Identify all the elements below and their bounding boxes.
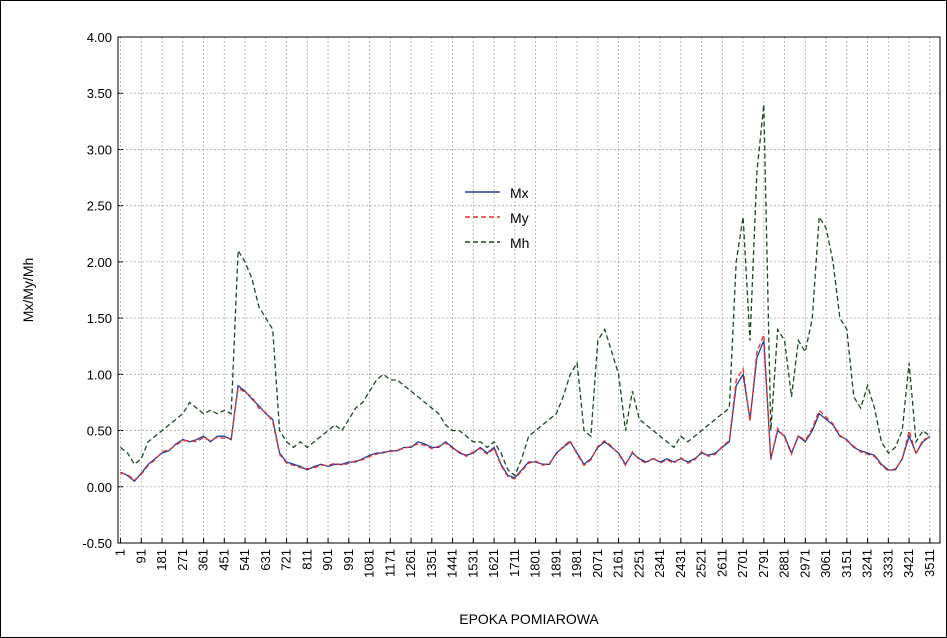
x-tick-label: 361 <box>196 549 211 571</box>
x-tick-label: 2701 <box>735 549 750 578</box>
x-tick-label: 271 <box>175 549 190 571</box>
x-tick-label: 1441 <box>445 549 460 578</box>
x-tick-label: 3421 <box>901 549 916 578</box>
x-tick-label: 2611 <box>714 549 729 577</box>
plot-area <box>117 36 941 544</box>
y-tick-label: 1.50 <box>87 311 112 326</box>
x-tick-label: 2971 <box>797 549 812 578</box>
x-tick-label: 541 <box>237 549 252 571</box>
x-tick-label: 1621 <box>486 549 501 578</box>
x-tick-label: 2071 <box>590 549 605 578</box>
y-tick-label: -0.50 <box>82 536 112 551</box>
x-tick-label: 1 <box>113 549 128 556</box>
x-tick-label: 181 <box>154 549 169 571</box>
x-tick-label: 631 <box>258 549 273 571</box>
x-tick-label: 3241 <box>860 549 875 578</box>
x-tick-label: 3511 <box>922 549 937 577</box>
series-line <box>120 104 931 477</box>
legend-label: My <box>510 210 529 226</box>
x-tick-label: 2791 <box>756 549 771 578</box>
x-tick-label: 2161 <box>611 549 626 578</box>
x-tick-label: 2881 <box>777 549 792 578</box>
y-tick-label: 3.00 <box>87 142 112 157</box>
x-tick-label: 1711 <box>507 549 522 577</box>
x-tick-label: 901 <box>320 549 335 571</box>
y-axis-label: Mx/My/Mh <box>20 258 36 323</box>
x-tick-label: 2431 <box>673 549 688 578</box>
x-tick-label: 3331 <box>880 549 895 578</box>
y-tick-label: 3.50 <box>87 86 112 101</box>
x-tick-label: 1531 <box>465 549 480 578</box>
x-tick-label: 1261 <box>403 549 418 578</box>
x-tick-label: 2341 <box>652 549 667 578</box>
series-line <box>120 334 931 481</box>
legend-label: Mh <box>510 235 529 251</box>
x-tick-label: 991 <box>341 549 356 571</box>
x-tick-label: 1981 <box>569 549 584 578</box>
x-tick-label: 1081 <box>362 549 377 578</box>
y-tick-label: 4.00 <box>87 30 112 45</box>
x-tick-label: 1801 <box>528 549 543 578</box>
x-tick-label: 3151 <box>839 549 854 578</box>
y-tick-label: 0.00 <box>87 480 112 495</box>
x-axis-label: EPOKA POMIAROWA <box>459 611 599 627</box>
x-tick-label: 1351 <box>424 549 439 578</box>
x-tick-label: 1891 <box>548 549 563 578</box>
y-tick-label: 2.50 <box>87 199 112 214</box>
y-tick-label: 0.50 <box>87 424 112 439</box>
x-tick-label: 91 <box>133 549 148 563</box>
x-tick-label: 1171 <box>382 549 397 577</box>
y-tick-label: 1.00 <box>87 367 112 382</box>
y-tick-label: 2.00 <box>87 255 112 270</box>
x-tick-label: 2521 <box>694 549 709 578</box>
x-tick-label: 3061 <box>818 549 833 578</box>
x-tick-label: 451 <box>216 549 231 571</box>
x-tick-label: 811 <box>299 549 314 570</box>
x-tick-label: 721 <box>279 549 294 571</box>
legend-label: Mx <box>510 185 529 201</box>
x-tick-label: 2251 <box>631 549 646 578</box>
